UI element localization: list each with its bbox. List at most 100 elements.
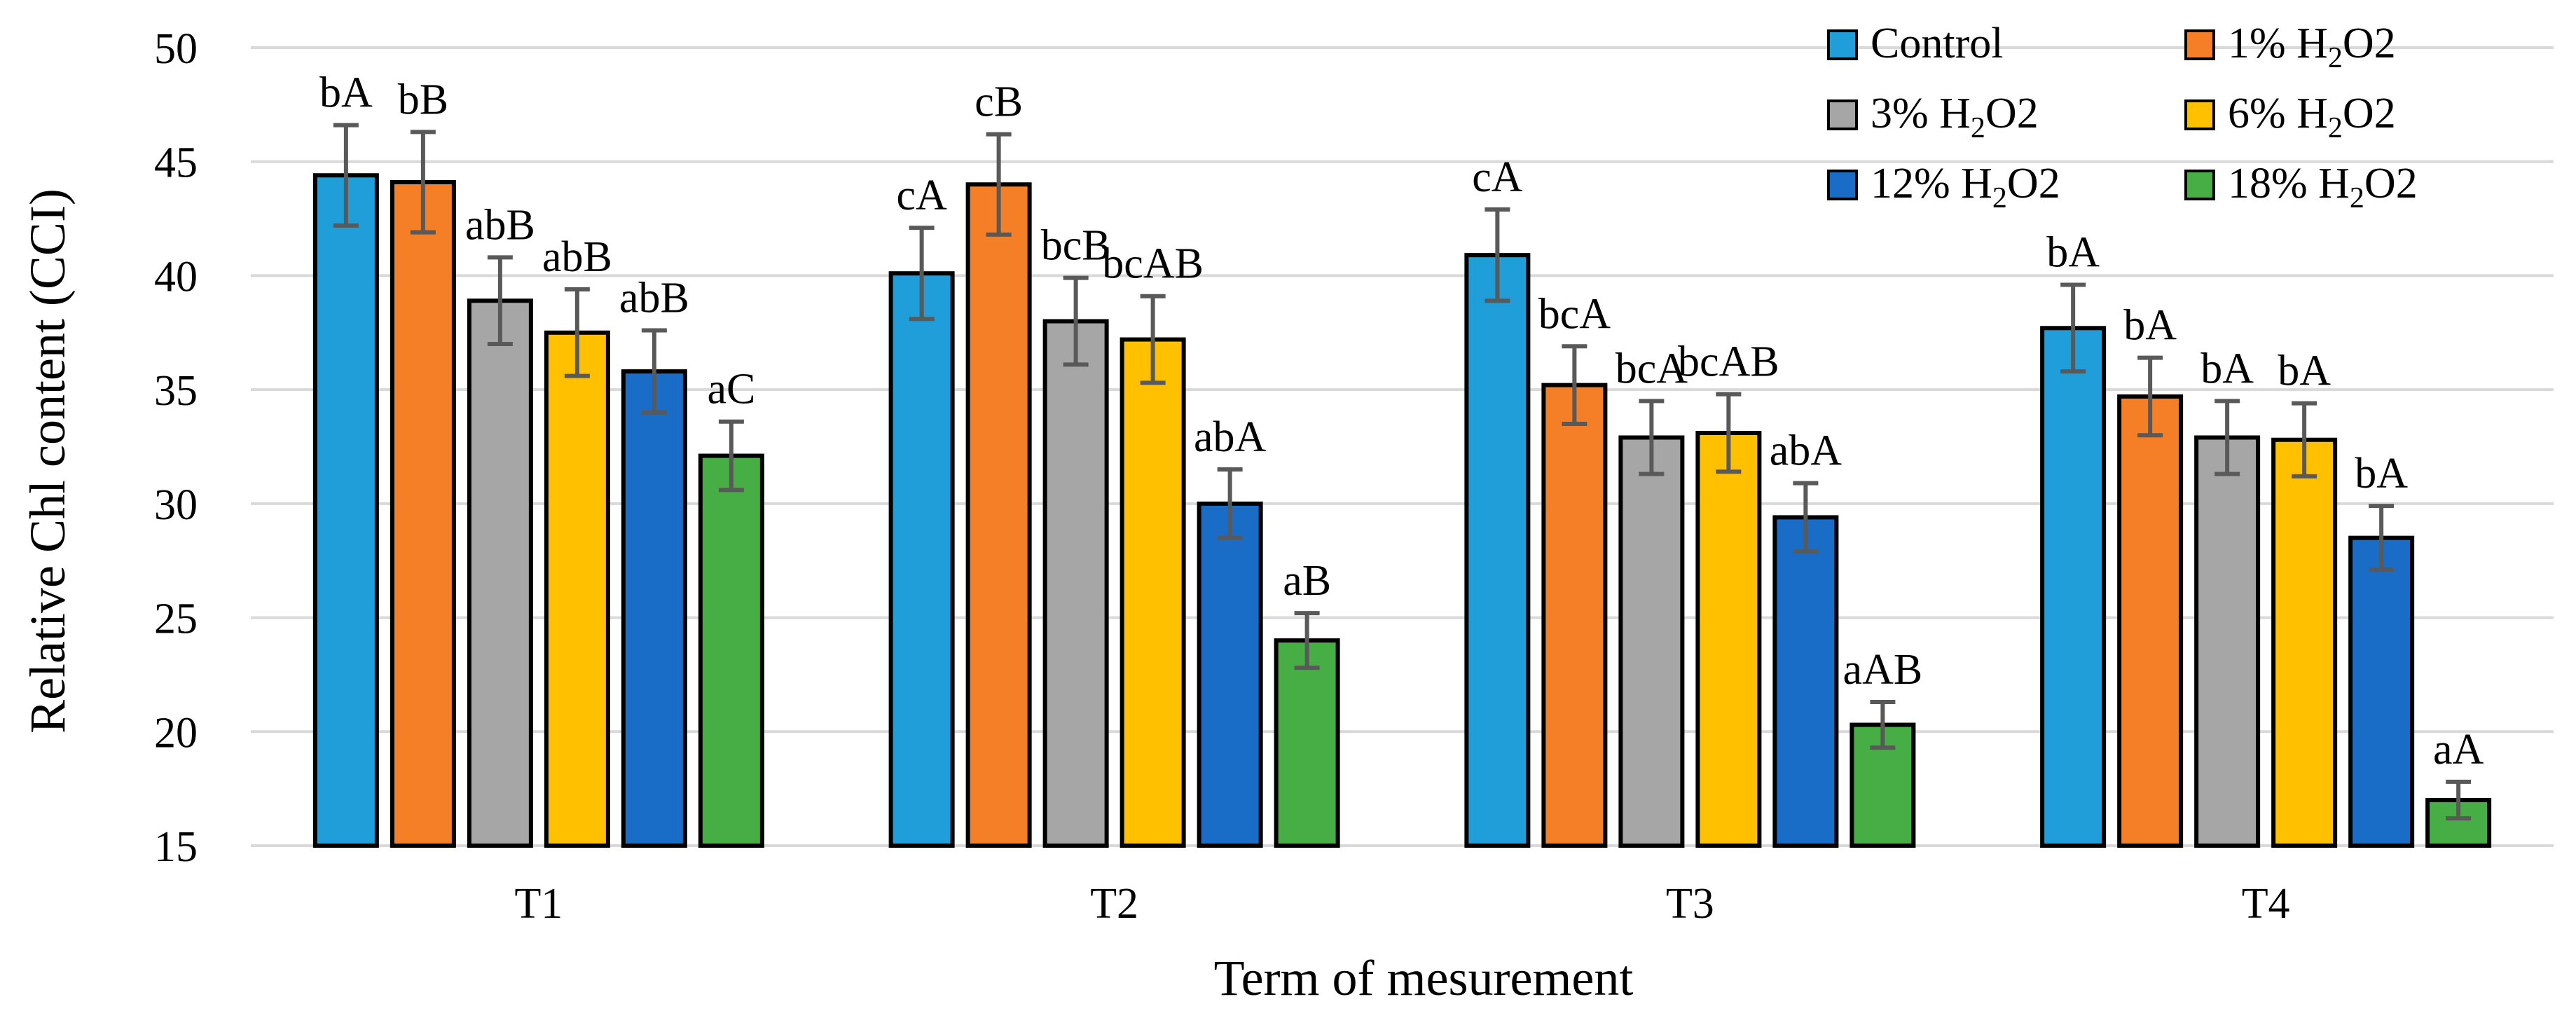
error-bar [1716,392,1742,474]
legend-item: 18% H2O2 [2184,160,2418,214]
significance-label: aAB [1843,646,1923,694]
legend-swatch [1827,29,1858,60]
significance-label: cA [1472,153,1523,201]
category-labels: T1 T2 T3 T4 [514,880,2289,928]
bar [1274,638,1340,848]
error-bar [2137,355,2163,438]
significance-label: bA [2355,450,2408,497]
legend-item: 1% H2O2 [2184,20,2396,74]
legend-label-tail: O2 [2343,90,2396,137]
legend-label-subscript: 2 [1971,112,1985,144]
significance-label: aB [1283,557,1331,605]
bar [390,180,456,848]
significance-labels: bA bBabBabBabBaCcAcBbcBbcABabAaBcAbcAbcAb… [319,69,2484,773]
error-bar [1485,207,1510,303]
bar [2040,326,2107,848]
error-bars [333,123,2472,820]
error-bar [1870,699,1896,750]
significance-label: bA [2123,302,2177,350]
error-bar [1217,467,1243,540]
error-bar [1063,275,1089,367]
legend-item: 3% H2O2 [1827,90,2039,144]
significance-label: bcA [1538,290,1611,338]
significance-label: bB [398,76,448,123]
error-bar [2369,504,2395,572]
legend-label-tail: O2 [1985,90,2039,137]
y-tick-label: 40 [154,253,198,301]
y-tick-label: 15 [154,823,198,871]
significance-label: abA [1770,427,1843,475]
legend-swatch [2184,29,2215,60]
legend-swatch [1827,170,1858,200]
y-tick-label: 25 [154,596,198,643]
significance-label: aC [707,366,755,413]
category-label: T3 [1666,880,1714,928]
legend-label-subscript: 2 [1992,182,2007,214]
significance-label: bcAB [1102,240,1204,288]
error-bar [1294,611,1320,670]
significance-label: bA [2046,228,2100,276]
bar [1541,383,1608,848]
legend: Control 1% H2O2 3% H2O2 6% H2O2 12% H2O2 18% … [1827,20,2418,214]
legend-label-subscript: 2 [2328,42,2343,74]
y-tick-label: 30 [154,481,198,529]
bar [1120,337,1186,848]
legend-label: 3% H2O2 [1871,90,2039,144]
bar [1042,319,1109,848]
legend-label-subscript: 2 [2350,182,2364,214]
error-bar [1562,344,1587,426]
significance-label: bcAB [1678,338,1779,386]
bar [2271,437,2338,848]
bar [1197,501,1263,848]
error-bar [2446,779,2472,820]
significance-label: abB [542,233,612,281]
significance-label: abA [1194,413,1267,461]
bars [312,173,2492,848]
significance-label: bcB [1041,222,1111,270]
error-bar [1639,399,1665,476]
error-bar [2292,401,2317,479]
error-bar [1140,294,1166,385]
y-tick-labels: 15 20 25 30 35 40 45 50 [154,25,198,871]
y-tick-label: 45 [154,139,198,187]
error-bar [641,328,667,415]
bar [1772,515,1839,848]
legend-label-subscript: 2 [2328,112,2343,144]
significance-label: bcA [1616,345,1688,392]
category-label: T2 [1090,880,1138,928]
error-bar [909,226,935,322]
bar [698,453,764,848]
significance-label: cB [974,78,1023,126]
error-bar [2215,399,2240,476]
bar [1618,435,1685,848]
legend-swatch [2184,99,2215,130]
bar [467,298,533,848]
error-bar [718,419,744,493]
significance-label: cA [896,172,947,219]
legend-label: Control [1871,20,2003,67]
error-bar [333,123,359,228]
legend-swatch [2184,170,2215,200]
y-tick-label: 50 [154,25,198,73]
significance-label: aA [2433,726,2484,773]
error-bar [487,255,513,347]
legend-label: 18% H2O2 [2228,160,2418,214]
error-bar [410,130,436,235]
bar [888,271,955,848]
significance-label: bA [2278,348,2331,395]
legend-label-tail: O2 [2007,160,2060,207]
bar [2348,535,2415,848]
error-bar [564,287,590,378]
legend-label: 12% H2O2 [1871,160,2060,214]
legend-item: 6% H2O2 [2184,90,2396,144]
bar [2194,435,2261,848]
legend-label-tail: O2 [2343,20,2396,67]
error-bar [1793,481,1819,554]
bar [621,369,687,848]
category-label: T4 [2242,880,2290,928]
legend-label: 6% H2O2 [2228,90,2396,144]
bar [965,182,1032,848]
y-axis-title: Relative Chl content (CCI) [20,188,76,734]
significance-label: abB [619,275,689,322]
